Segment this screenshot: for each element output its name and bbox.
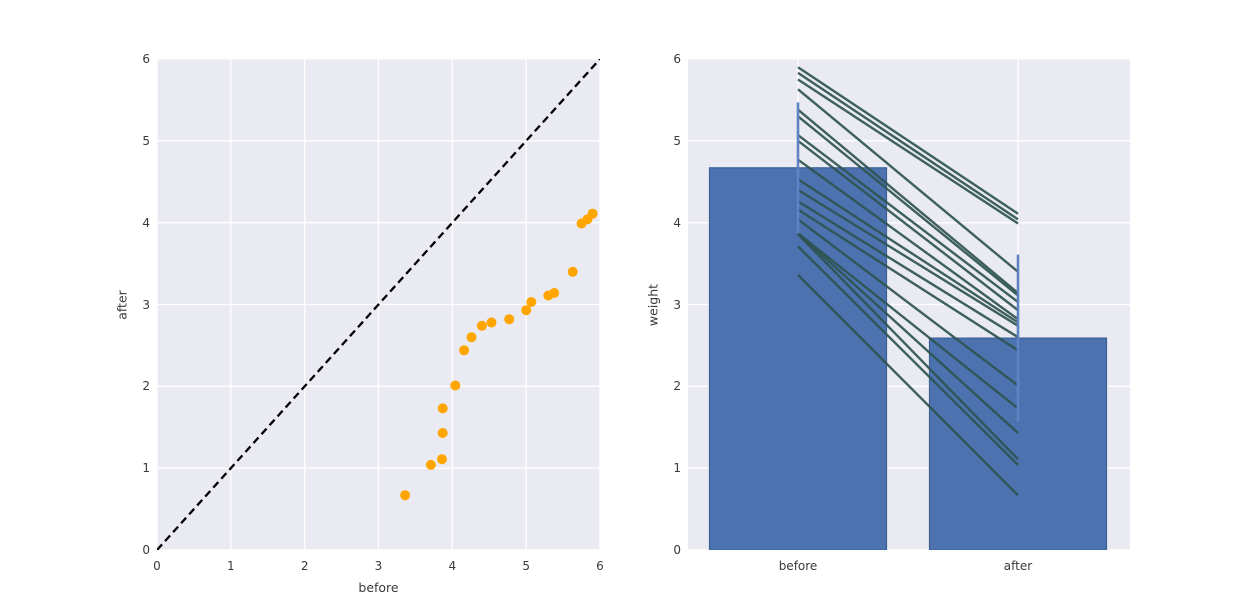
x-tick-label: before [778, 559, 818, 573]
bar-y-axis-label: weight [645, 283, 661, 326]
paired-line [797, 134, 1019, 303]
paired-line [797, 233, 1019, 461]
scatter-plot-canvas [157, 59, 600, 550]
x-tick-label: 3 [374, 559, 383, 573]
x-tick-label: 5 [522, 559, 530, 573]
x-tick-label: 1 [227, 559, 235, 573]
identity-line [157, 59, 600, 550]
paired-line [797, 71, 1019, 221]
scatter-point [459, 345, 470, 356]
paired-line [797, 188, 1019, 327]
y-tick-label: 0 [142, 543, 150, 557]
paired-line [797, 232, 1019, 410]
y-tick-label: 3 [673, 297, 681, 312]
scatter-x-axis-label: before [358, 580, 399, 595]
y-tick-label: 3 [142, 297, 150, 312]
scatter-point [587, 208, 598, 219]
scatter-y-axis-label: after [114, 289, 130, 320]
y-tick-label: 2 [142, 379, 150, 394]
y-tick-label: 4 [673, 215, 681, 230]
scatter-point [437, 454, 447, 465]
paired-line [797, 78, 1019, 225]
paired-line [797, 66, 1019, 215]
paired-line [797, 274, 1019, 497]
x-tick-label: after [1003, 559, 1033, 573]
x-tick-label: 0 [153, 559, 161, 573]
scatter-point [549, 288, 560, 298]
paired-line [797, 208, 1019, 352]
paired-line [797, 232, 1019, 434]
scatter-point [521, 305, 532, 316]
scatter-point [437, 403, 448, 414]
scatter-point [526, 297, 537, 307]
x-tick-label: 6 [596, 559, 604, 573]
y-tick-label: 1 [142, 461, 150, 476]
paired-line [797, 158, 1019, 321]
y-tick-label: 1 [673, 461, 681, 476]
paired-line [797, 139, 1019, 312]
y-tick-label: 0 [673, 543, 681, 557]
scatter-point [400, 490, 411, 501]
scatter-point [567, 266, 578, 277]
paired-line [797, 218, 1019, 387]
paired-line [797, 88, 1019, 273]
paired-line [797, 200, 1019, 339]
bar-plot-canvas [688, 59, 1130, 550]
y-tick-label: 6 [673, 52, 681, 66]
paired-line [797, 108, 1019, 294]
y-tick-label: 4 [142, 215, 150, 230]
y-tick-label: 5 [142, 133, 150, 148]
paired-line [797, 245, 1019, 466]
x-tick-label: 2 [300, 559, 309, 573]
scatter-point [425, 459, 436, 470]
paired-line [797, 115, 1019, 297]
y-tick-label: 6 [142, 52, 150, 66]
y-tick-label: 2 [673, 379, 681, 394]
y-tick-label: 5 [673, 133, 681, 148]
scatter-point [450, 380, 461, 391]
x-tick-label: 4 [448, 559, 457, 573]
scatter-point [476, 320, 487, 331]
scatter-point [437, 428, 448, 438]
paired-line [797, 178, 1019, 324]
scatter-point [466, 332, 477, 343]
scatter-point [486, 317, 497, 328]
scatter-point [504, 314, 515, 325]
